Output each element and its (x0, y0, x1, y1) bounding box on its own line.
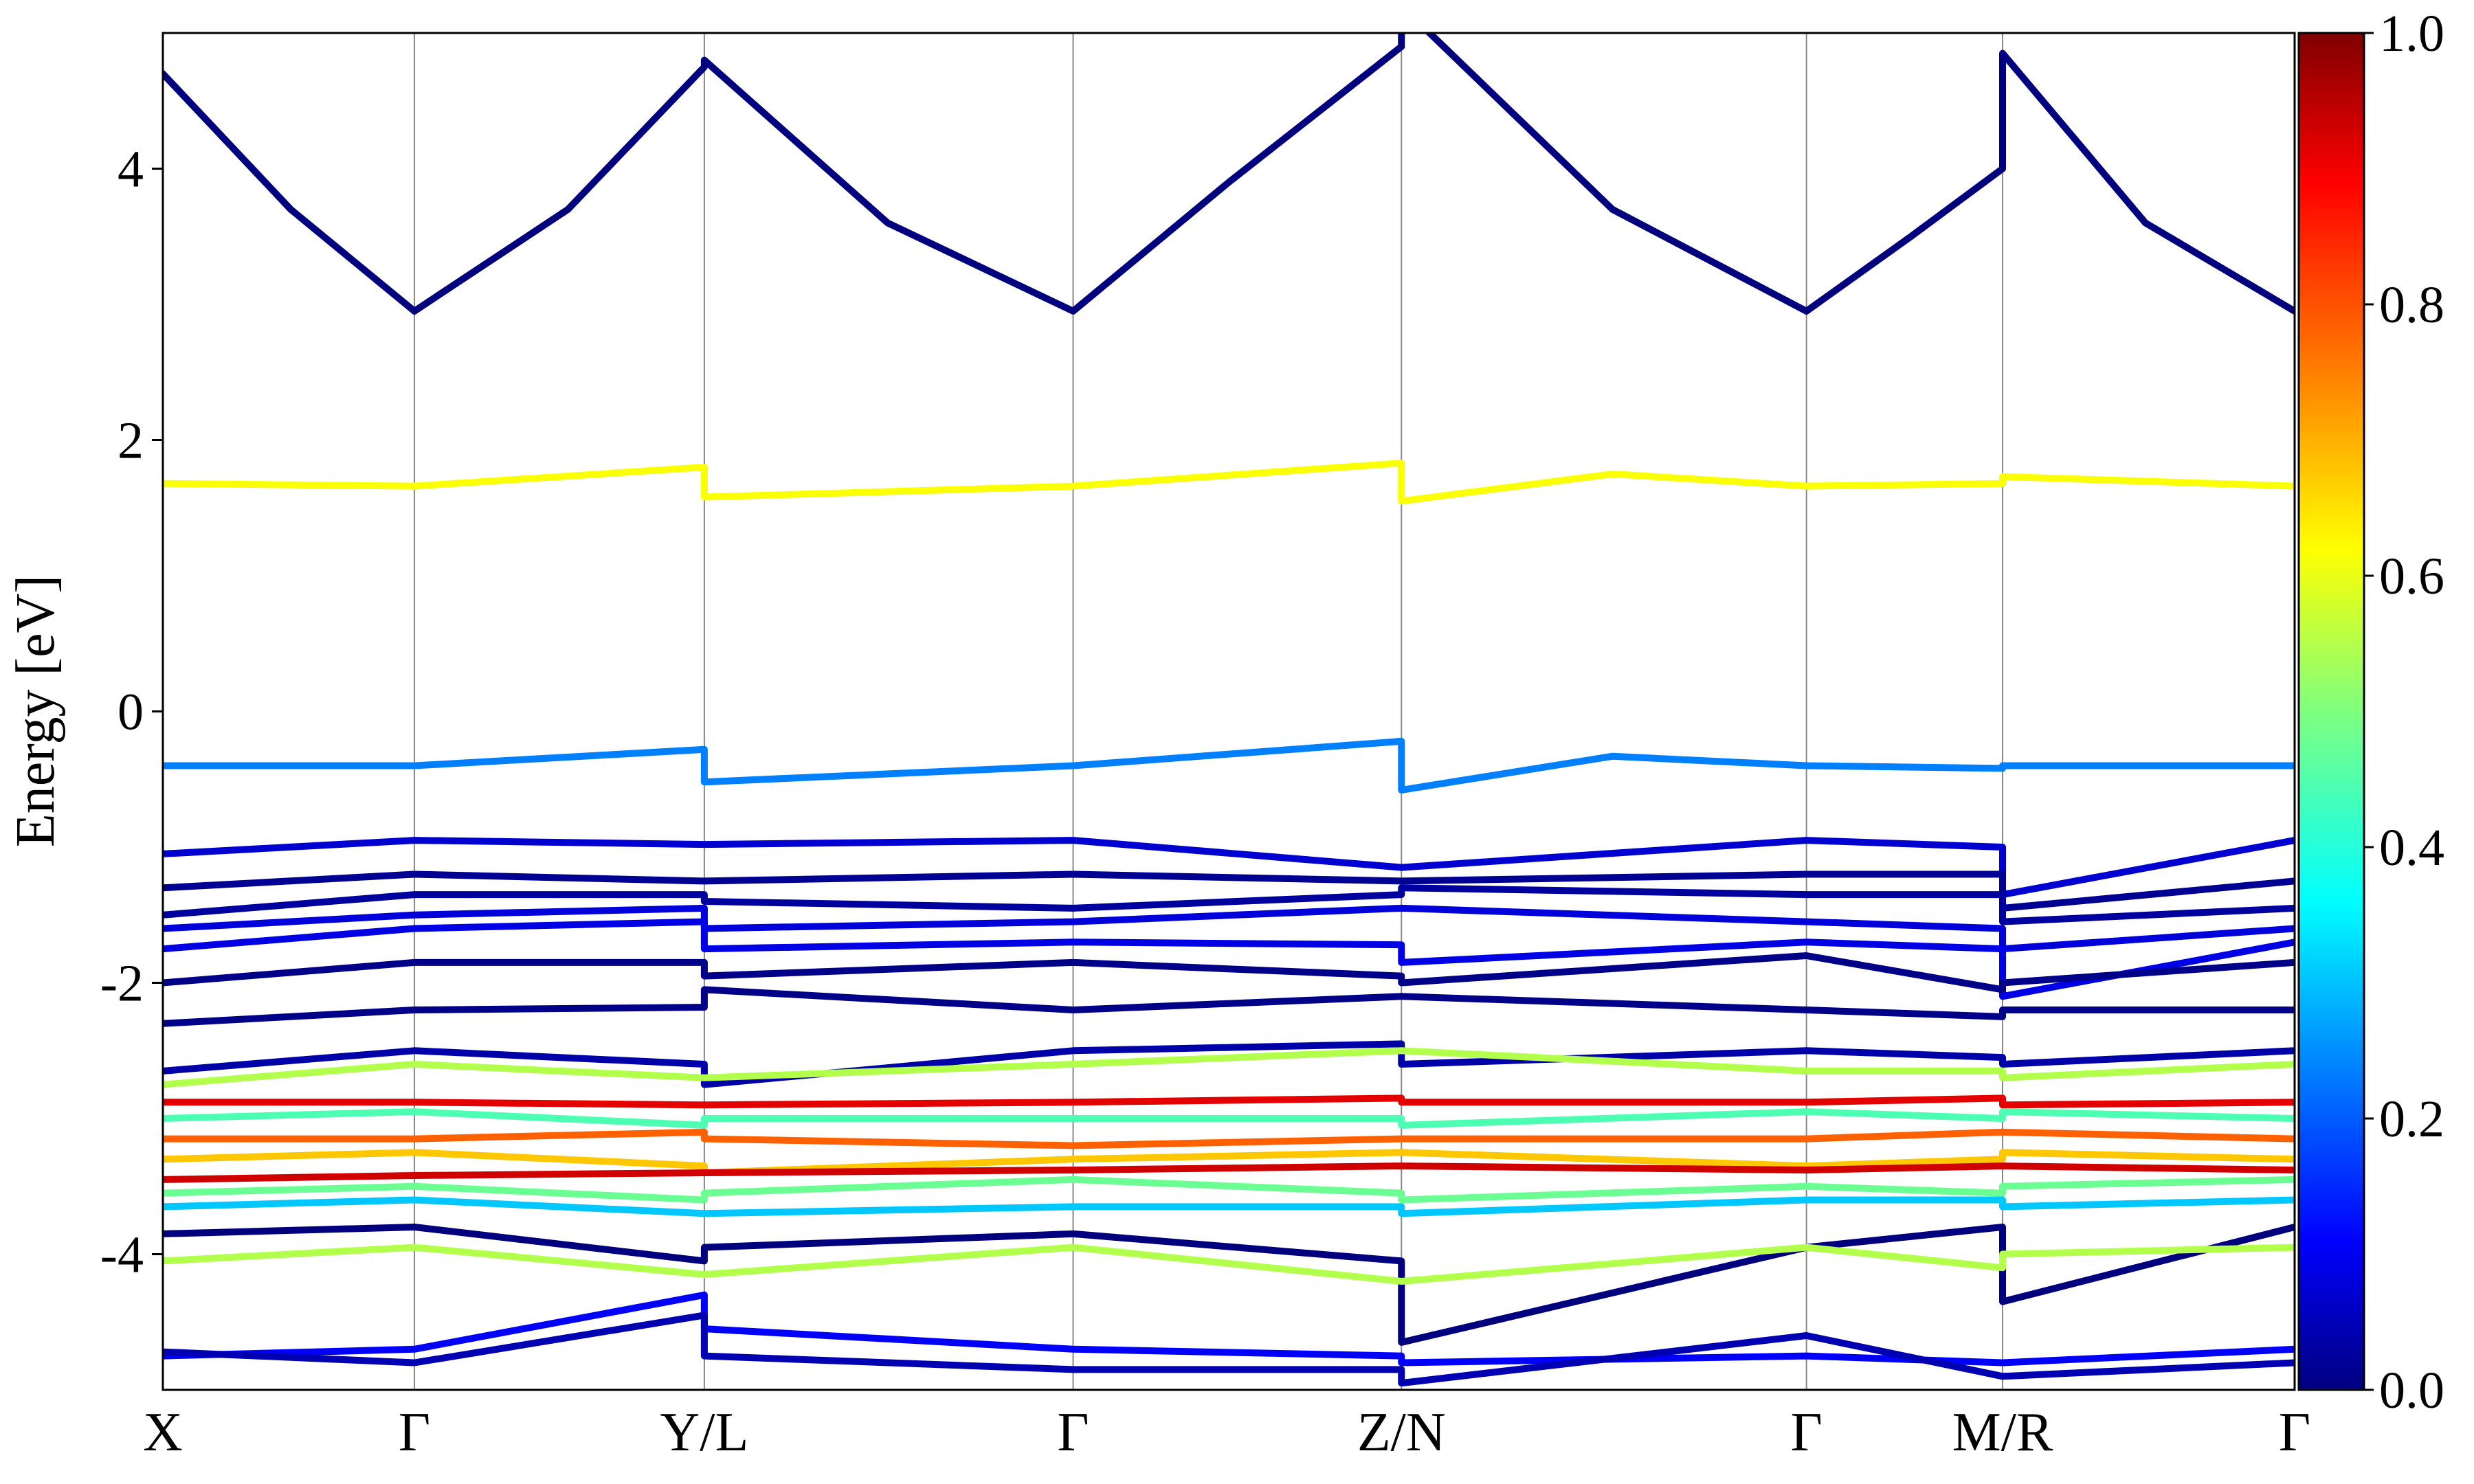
y-tick-label: 0 (118, 684, 144, 741)
high-symmetry-gridlines (414, 33, 2004, 1390)
band-line-2 (163, 737, 2295, 794)
x-tick-label: X (143, 1402, 183, 1463)
band-line-1 (163, 460, 2295, 505)
colorbar-ticks: 0.0 0.2 0.4 0.6 0.8 1.0 (2364, 5, 2444, 1419)
band-line-12 (163, 1094, 2295, 1109)
x-tick-label: Γ (2279, 1402, 2310, 1463)
band-line-3 (163, 837, 2295, 899)
colorbar-tick-label: 0.2 (2379, 1090, 2444, 1148)
colorbar-tick-label: 0.4 (2379, 819, 2444, 877)
x-tick-label: Y/L (660, 1402, 748, 1463)
band-line-11 (163, 1047, 2295, 1088)
colorbar-tick-label: 0.6 (2379, 548, 2444, 605)
band-line-0 (163, 33, 2295, 315)
band-line-14 (163, 1128, 2295, 1149)
band-line-5 (163, 884, 2295, 925)
x-tick-label: Γ (1791, 1402, 1823, 1463)
x-axis-ticks: X Γ Y/L Γ Z/N Γ M/R Γ (143, 1402, 2310, 1463)
x-tick-label: Γ (399, 1402, 430, 1463)
x-tick-label: Γ (1057, 1402, 1089, 1463)
band-line-22 (163, 1312, 2295, 1387)
colorbar-tick-label: 0.0 (2379, 1362, 2444, 1419)
x-tick-label: M/R (1952, 1402, 2053, 1463)
band-line-19 (163, 1224, 2295, 1346)
y-axis-ticks: -4 -2 0 2 4 (100, 141, 163, 1284)
colorbar (2297, 32, 2365, 1391)
band-line-6 (163, 904, 2295, 953)
y-tick-label: -4 (100, 1226, 144, 1284)
band-line-7 (163, 918, 2295, 1000)
band-line-16 (163, 1162, 2295, 1183)
band-line-15 (163, 1149, 2295, 1176)
y-tick-label: -2 (100, 955, 144, 1013)
band-line-9 (163, 986, 2295, 1027)
band-line-13 (163, 1108, 2295, 1129)
band-line-18 (163, 1196, 2295, 1217)
y-axis-label: Energy [eV] (5, 575, 66, 847)
band-line-10 (163, 1040, 2295, 1088)
band-line-8 (163, 952, 2295, 993)
colorbar-tick-label: 1.0 (2379, 5, 2444, 63)
x-tick-label: Z/N (1357, 1402, 1446, 1463)
band-line-20 (163, 1244, 2295, 1285)
band-line-17 (163, 1176, 2295, 1204)
y-tick-label: 2 (118, 412, 144, 470)
y-tick-label: 4 (118, 141, 144, 199)
colorbar-tick-label: 0.8 (2379, 276, 2444, 334)
band-lines (163, 33, 2295, 1387)
